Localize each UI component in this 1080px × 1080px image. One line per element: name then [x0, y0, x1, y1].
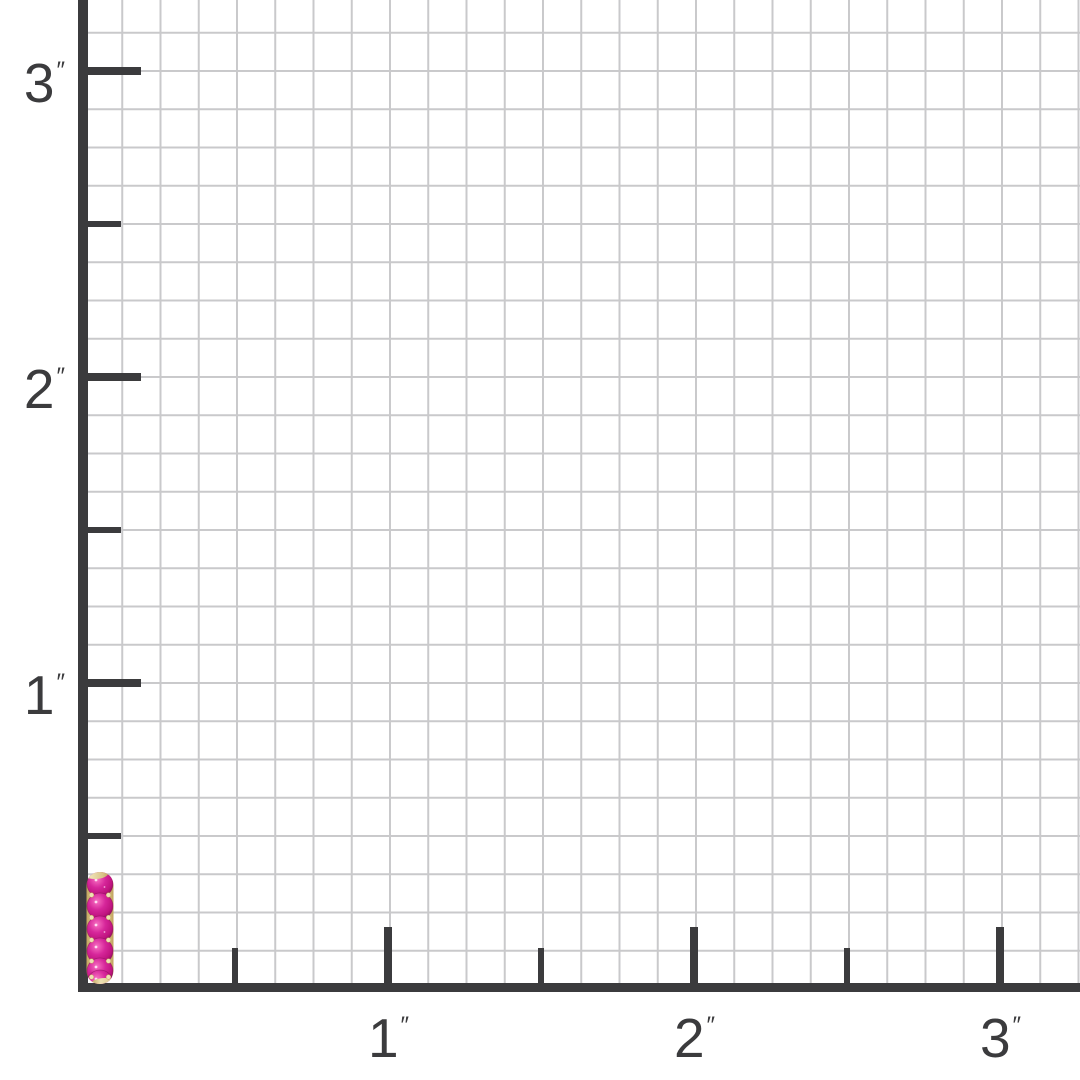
prong-bead — [88, 892, 95, 898]
gem-sparkle — [94, 965, 98, 969]
x-axis-label-2in: 2″ — [644, 1000, 744, 1066]
y-axis-minor-tick-2.5in — [88, 221, 121, 227]
inch-mark-icon: ″ — [56, 363, 65, 390]
y-axis-major-tick-3in — [83, 67, 141, 75]
x-axis-major-tick-1in — [384, 927, 392, 985]
gem-sparkle — [94, 878, 98, 882]
x-axis-minor-tick-2.5in — [844, 948, 850, 984]
pink-gem-band-illustration — [86, 872, 114, 984]
inch-mark-icon: ″ — [400, 1012, 409, 1039]
inch-mark-icon: ″ — [56, 57, 65, 84]
gem-sparkle — [103, 886, 106, 888]
x-axis-label-3in-value: 3 — [979, 1007, 1011, 1069]
y-axis-label-2in-value: 2 — [23, 358, 55, 420]
y-axis-minor-tick-1.5in — [88, 527, 121, 533]
prong-bead — [88, 958, 95, 964]
eighth-inch-grid — [83, 0, 1080, 988]
gem-sparkle — [94, 900, 98, 904]
y-axis-label-2in: 2″ — [0, 351, 65, 417]
prong-bead — [105, 974, 112, 980]
gem-stones — [86, 872, 114, 984]
gem-sparkle — [94, 923, 98, 927]
prong-bead — [105, 958, 112, 964]
x-axis-label-1in-value: 1 — [367, 1007, 399, 1069]
prong-bead — [105, 937, 112, 943]
x-axis-major-tick-2in — [690, 927, 698, 985]
prong-bead — [88, 937, 95, 943]
y-axis-label-3in-value: 3 — [23, 52, 55, 114]
y-axis-label-1in: 1″ — [0, 657, 65, 723]
y-axis-label-1in-value: 1 — [23, 664, 55, 726]
gem-sparkle — [94, 945, 98, 949]
x-axis-label-1in: 1″ — [338, 1000, 438, 1066]
inch-mark-icon: ″ — [706, 1012, 715, 1039]
y-axis-label-3in: 3″ — [0, 45, 65, 111]
x-axis-major-tick-3in — [996, 927, 1004, 985]
x-axis-line — [78, 983, 1080, 992]
prong-bead — [88, 974, 95, 980]
x-axis-label-2in-value: 2 — [673, 1007, 705, 1069]
x-axis-minor-tick-1.5in — [538, 948, 544, 984]
product-photo-pink-gem-band — [85, 872, 115, 984]
y-axis-major-tick-1in — [83, 679, 141, 687]
inch-mark-icon: ″ — [56, 669, 65, 696]
prong-bead — [105, 914, 112, 921]
gem-sparkle — [103, 931, 106, 933]
y-axis-major-tick-2in — [83, 373, 141, 381]
y-axis-line — [78, 0, 88, 992]
prong-bead — [88, 914, 95, 921]
x-axis-label-3in: 3″ — [950, 1000, 1050, 1066]
x-axis-minor-tick-0.5in — [232, 948, 238, 984]
prong-bead — [105, 892, 112, 898]
y-axis-minor-tick-0.5in — [88, 833, 121, 839]
inch-mark-icon: ″ — [1012, 1012, 1021, 1039]
prongs — [88, 892, 112, 980]
